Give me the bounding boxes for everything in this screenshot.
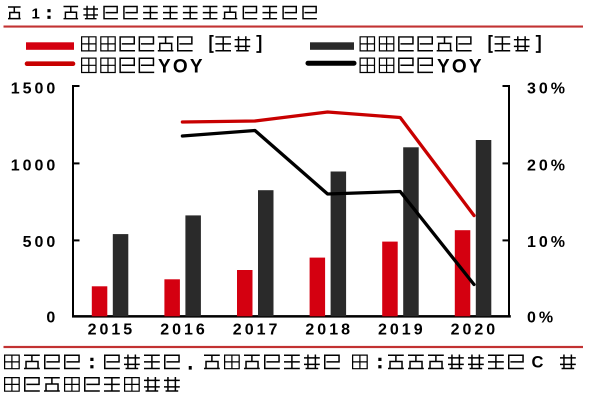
svg-text:20%: 20% — [527, 157, 568, 174]
svg-text:2017: 2017 — [233, 321, 281, 338]
svg-text:0: 0 — [46, 310, 58, 327]
svg-text:YOY: YOY — [158, 56, 205, 77]
svg-text:2016: 2016 — [160, 321, 208, 338]
svg-text:30%: 30% — [527, 81, 568, 98]
svg-text:1500: 1500 — [11, 81, 59, 98]
svg-text:500: 500 — [23, 234, 59, 251]
svg-text:10%: 10% — [527, 234, 568, 251]
svg-text:1000: 1000 — [11, 157, 59, 174]
svg-text:0%: 0% — [527, 310, 556, 327]
svg-text:2018: 2018 — [305, 321, 353, 338]
svg-text:2020: 2020 — [451, 321, 499, 338]
svg-text:2015: 2015 — [88, 321, 136, 338]
svg-text:1: 1 — [32, 6, 43, 23]
svg-text:YOY: YOY — [437, 56, 484, 77]
svg-text:C: C — [532, 354, 544, 372]
svg-text:2019: 2019 — [378, 321, 426, 338]
